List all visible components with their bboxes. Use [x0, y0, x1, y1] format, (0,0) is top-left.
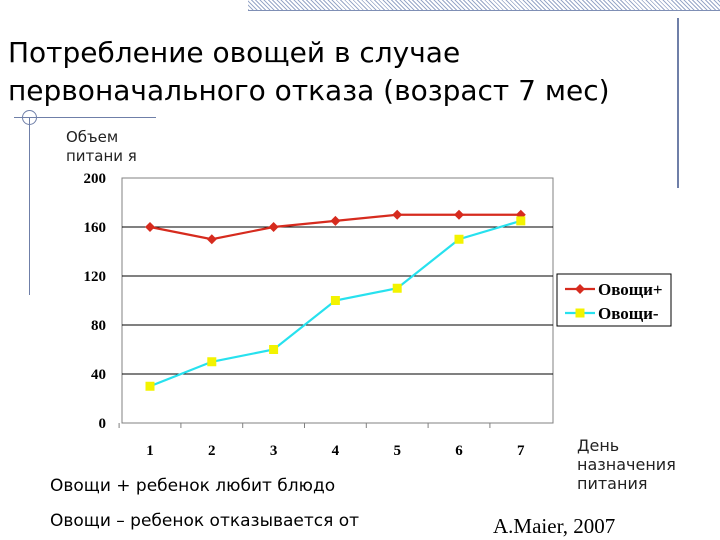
data-point-square [516, 216, 526, 226]
x-tick-labels: 1 2 3 4 5 6 7 [146, 443, 525, 459]
data-point-diamond [454, 209, 464, 220]
data-point-diamond [392, 209, 403, 220]
y-tick-label: 0 [99, 416, 107, 432]
decorative-vertical-line-left [29, 117, 30, 295]
legend-label: Овощи- [598, 304, 659, 323]
x-tick-label: 2 [208, 443, 216, 459]
legend-box [556, 273, 672, 327]
data-point-diamond [206, 234, 217, 245]
y-tick-label: 120 [84, 269, 107, 285]
data-point-square [145, 381, 155, 391]
legend-marker-diamond [575, 284, 585, 294]
author-credit: A.Maier, 2007 [493, 514, 616, 538]
data-point-square [330, 296, 340, 305]
y-tick-label: 40 [91, 367, 106, 383]
x-tick-label: 5 [393, 443, 401, 459]
decorative-hatch-band [248, 0, 720, 11]
legend-label: Овощи+ [598, 280, 663, 299]
slide-title: Потребление овощей в случае первоначальн… [8, 36, 610, 107]
y-tick-labels: 0 40 80 120 160 200 [84, 171, 107, 432]
x-tick-label: 3 [270, 443, 278, 459]
decorative-horizontal-line [14, 117, 156, 118]
data-point-diamond [145, 222, 155, 232]
legend: Овощи+ Овощи- [556, 273, 672, 327]
y-tick-label: 200 [84, 171, 107, 187]
data-point-square [207, 357, 217, 367]
data-point-diamond [268, 222, 279, 232]
y-tick-label: 80 [91, 318, 106, 334]
y-axis-label: Объем питани я [66, 128, 137, 165]
x-tick-label: 1 [146, 443, 154, 459]
note-vegetables-minus: Овощи – ребенок отказывается от [50, 511, 360, 531]
x-tick-label: 4 [332, 443, 340, 459]
x-tick-label: 6 [455, 443, 463, 459]
series-group [145, 209, 526, 391]
x-axis-label: День назначения питания [577, 436, 676, 493]
legend-marker-square [575, 308, 585, 318]
x-tick-label: 7 [517, 443, 525, 459]
note-vegetables-plus: Овощи + ребенок любит блюдо [50, 476, 336, 496]
y-tick-label: 160 [84, 220, 107, 236]
decorative-vertical-line-right [677, 18, 679, 188]
gridlines [118, 226, 553, 428]
decorative-circle [22, 110, 37, 125]
data-point-square [269, 345, 279, 354]
data-point-square [454, 234, 464, 244]
data-point-diamond [330, 215, 341, 226]
data-point-square [392, 283, 402, 293]
